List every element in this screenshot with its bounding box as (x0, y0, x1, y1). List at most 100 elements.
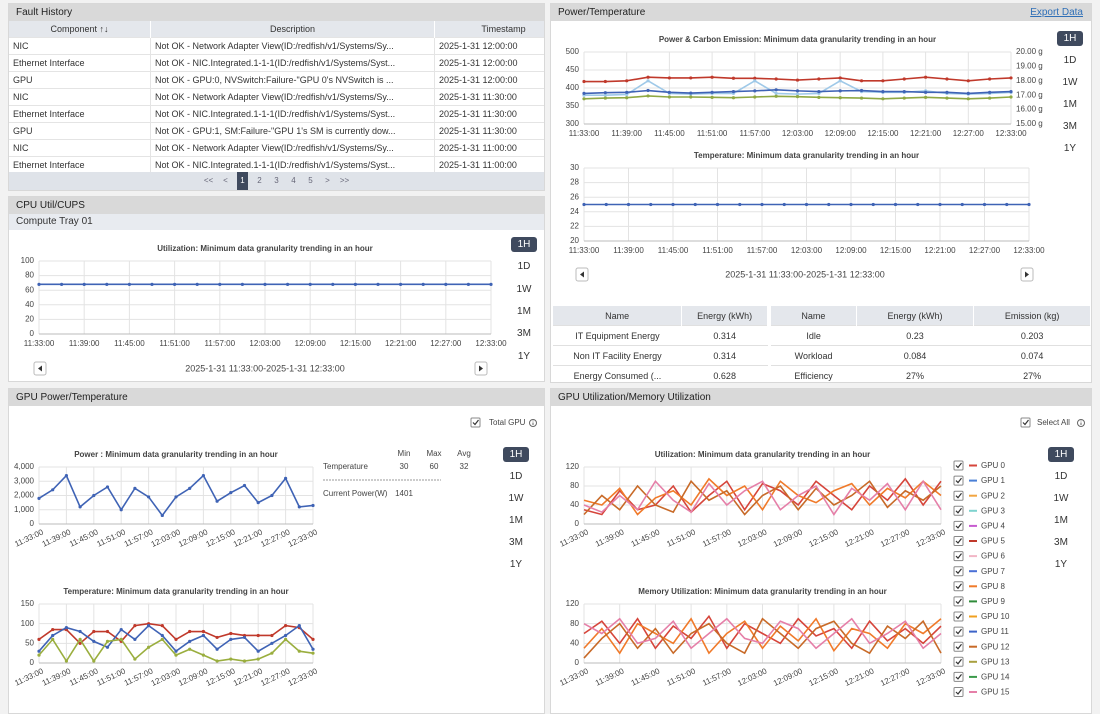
nav-arrow[interactable] (479, 365, 483, 372)
table-cell: Idle (771, 325, 857, 346)
y-tick-label: 80 (570, 481, 579, 490)
range-button[interactable]: 1D (1054, 471, 1068, 482)
range-button[interactable]: 1D (1063, 55, 1077, 66)
range-button[interactable]: 1H (511, 237, 537, 252)
checkbox[interactable] (953, 520, 964, 531)
y-tick-label: 450 (566, 65, 580, 74)
point (105, 485, 110, 489)
page-button[interactable]: 4 (291, 176, 296, 185)
checkbox[interactable] (953, 671, 964, 682)
x-tick-label: 12:27:00 (879, 527, 912, 549)
range-button[interactable]: 1M (1054, 515, 1068, 526)
x-tick-label: 12:27:00 (259, 666, 292, 688)
x-tick-label: 11:57:00 (123, 666, 155, 687)
x-tick-label: 12:09:00 (177, 666, 210, 688)
checkbox[interactable] (953, 505, 964, 516)
x-tick-label: 11:33:00 (13, 666, 45, 687)
checkbox[interactable] (953, 490, 964, 501)
point (376, 282, 380, 286)
column-header[interactable]: Component ↑↓ (9, 21, 151, 38)
range-button[interactable]: 1H (1057, 31, 1083, 46)
range-button[interactable]: 1Y (509, 559, 523, 570)
page-button[interactable]: << (203, 176, 214, 185)
range-button[interactable]: 1Y (517, 350, 531, 362)
export-link[interactable]: Export Data (1030, 7, 1083, 18)
page-button[interactable]: 5 (308, 176, 313, 185)
nav-button[interactable] (1020, 267, 1034, 282)
checkbox[interactable] (953, 581, 964, 592)
y-tick-label: 17.00 g (1016, 90, 1043, 99)
range-button[interactable]: 1M (509, 515, 523, 526)
nav-button[interactable] (575, 267, 589, 282)
range-button[interactable]: 1W (508, 493, 524, 504)
point (51, 627, 55, 632)
checkbox[interactable] (953, 626, 964, 637)
x-tick-label: 12:03:00 (249, 339, 281, 348)
checkbox[interactable] (953, 656, 964, 667)
range-button[interactable]: 1D (517, 261, 531, 273)
checkbox[interactable] (953, 536, 964, 546)
point (242, 659, 247, 663)
checkbox[interactable] (953, 596, 964, 607)
legend-label: GPU 7 (981, 567, 1006, 576)
point (64, 626, 68, 630)
table-cell: 2025-1-31 11:00:00 (434, 139, 544, 157)
cpu-panel: CPU Util/CUPS Compute Tray 01 Utilizatio… (8, 196, 545, 382)
range-button[interactable]: 1W (516, 283, 532, 295)
nav-button[interactable] (474, 361, 488, 376)
page-button[interactable]: > (325, 176, 330, 185)
nav-arrow[interactable] (38, 365, 42, 372)
x-tick-label: 12:15:00 (808, 666, 841, 688)
range-button[interactable]: 1H (503, 447, 529, 462)
checkbox[interactable] (953, 641, 964, 652)
x-tick-label: 11:45:00 (654, 129, 685, 138)
checkbox[interactable] (953, 460, 964, 471)
point (817, 77, 821, 81)
checkbox[interactable] (953, 566, 964, 577)
range-button[interactable]: 1Y (1054, 559, 1068, 570)
range-button[interactable]: 1H (1048, 447, 1074, 462)
range-button[interactable]: 3M (1063, 121, 1077, 132)
nav-arrow[interactable] (1025, 271, 1029, 278)
point (582, 91, 586, 95)
point (795, 95, 800, 99)
page-button[interactable]: 2 (257, 176, 262, 185)
x-tick-label: 11:39:00 (41, 527, 73, 548)
range-button[interactable]: 1Y (1063, 143, 1077, 154)
y-tick-label: 19.00 g (1016, 62, 1043, 71)
range-button[interactable]: 1W (1062, 77, 1078, 88)
nav-button[interactable] (33, 361, 47, 376)
range-button[interactable]: 1M (517, 305, 531, 317)
x-tick-label: 11:33:00 (24, 339, 55, 348)
point (774, 91, 778, 95)
range-button[interactable]: 3M (509, 537, 523, 548)
checkbox[interactable] (470, 417, 481, 428)
point (270, 633, 274, 638)
point (133, 657, 137, 661)
column-header[interactable]: Timestamp (434, 21, 544, 38)
legend-label: GPU 15 (981, 688, 1010, 697)
page-button[interactable]: 1 (237, 172, 248, 190)
point (201, 633, 205, 638)
page-button[interactable]: < (223, 176, 228, 185)
page-button[interactable]: 3 (274, 176, 279, 185)
y-tick-label: 30 (570, 163, 579, 172)
y-tick-label: 20.00 g (1016, 47, 1043, 56)
range-button[interactable]: 3M (1054, 537, 1068, 548)
x-tick-label: 11:57:00 (701, 666, 733, 687)
nav-arrow[interactable] (580, 271, 584, 278)
point (133, 486, 137, 490)
checkbox[interactable] (1020, 417, 1031, 428)
checkbox[interactable] (953, 687, 964, 697)
checkbox[interactable] (953, 551, 964, 562)
point (849, 202, 853, 207)
range-button[interactable]: 3M (517, 328, 531, 340)
checkbox[interactable] (953, 611, 964, 622)
range-button[interactable]: 1D (509, 471, 523, 482)
point (667, 90, 671, 94)
checkbox[interactable] (953, 475, 964, 486)
range-button[interactable]: 1M (1063, 99, 1077, 110)
range-button[interactable]: 1W (1053, 493, 1069, 504)
table-cell: 0.074 (973, 345, 1091, 366)
page-button[interactable]: >> (339, 176, 350, 185)
